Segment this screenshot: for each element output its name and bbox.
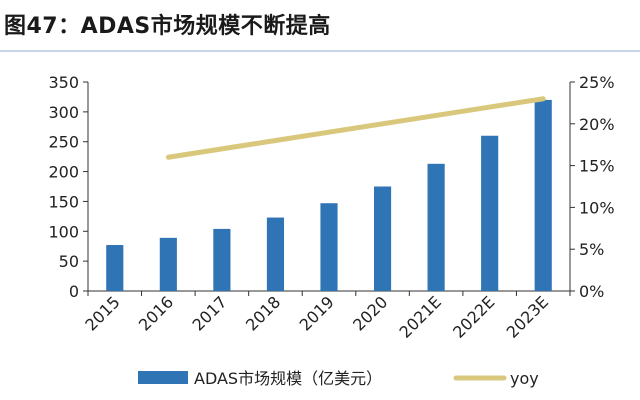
y-right-tick-label: 20% — [579, 115, 615, 134]
bar-2020 — [373, 186, 392, 291]
bar-2016 — [159, 237, 177, 291]
x-tick-label: 2016 — [135, 292, 177, 334]
y-left-tick-label: 100 — [48, 222, 79, 241]
x-tick-label: 2020 — [349, 292, 391, 334]
x-tick-label: 2019 — [296, 292, 338, 334]
bar-2019 — [320, 203, 338, 291]
yoy-line — [165, 96, 546, 160]
y-left-tick-label: 50 — [59, 252, 79, 271]
y-left-tick-label: 300 — [48, 103, 79, 122]
bar-2021E — [427, 163, 445, 291]
y-left-tick-label: 200 — [48, 163, 79, 182]
bar-2017 — [213, 228, 231, 291]
y-left-tick-label: 250 — [48, 133, 79, 152]
x-tick-label: 2021E — [396, 292, 445, 341]
bar-2015 — [106, 245, 124, 291]
y-left-tick-label: 150 — [48, 192, 79, 211]
x-tick-label: 2022E — [449, 292, 498, 341]
legend-label-line: yoy — [510, 369, 539, 388]
y-right-tick-label: 25% — [579, 73, 615, 92]
bar-2018 — [266, 217, 285, 291]
bar-2023E — [534, 99, 552, 292]
y-left-tick-label: 350 — [48, 73, 79, 92]
x-tick-label: 2018 — [242, 292, 284, 334]
y-right-tick-label: 15% — [579, 157, 615, 176]
bar-2022E — [481, 135, 499, 291]
x-tick-label: 2023E — [503, 292, 552, 341]
legend-swatch-bar — [138, 371, 188, 384]
legend-label-bar: ADAS市场规模（亿美元） — [194, 369, 382, 388]
x-tick-label: 2015 — [81, 292, 123, 334]
y-right-tick-label: 5% — [579, 240, 604, 259]
title-divider — [0, 50, 640, 52]
y-right-tick-label: 10% — [579, 198, 615, 217]
y-right-tick-label: 0% — [579, 282, 604, 301]
y-left-tick-label: 0 — [69, 282, 79, 301]
chart-title: 图47：ADAS市场规模不断提高 — [4, 14, 331, 39]
x-tick-label: 2017 — [188, 292, 230, 334]
